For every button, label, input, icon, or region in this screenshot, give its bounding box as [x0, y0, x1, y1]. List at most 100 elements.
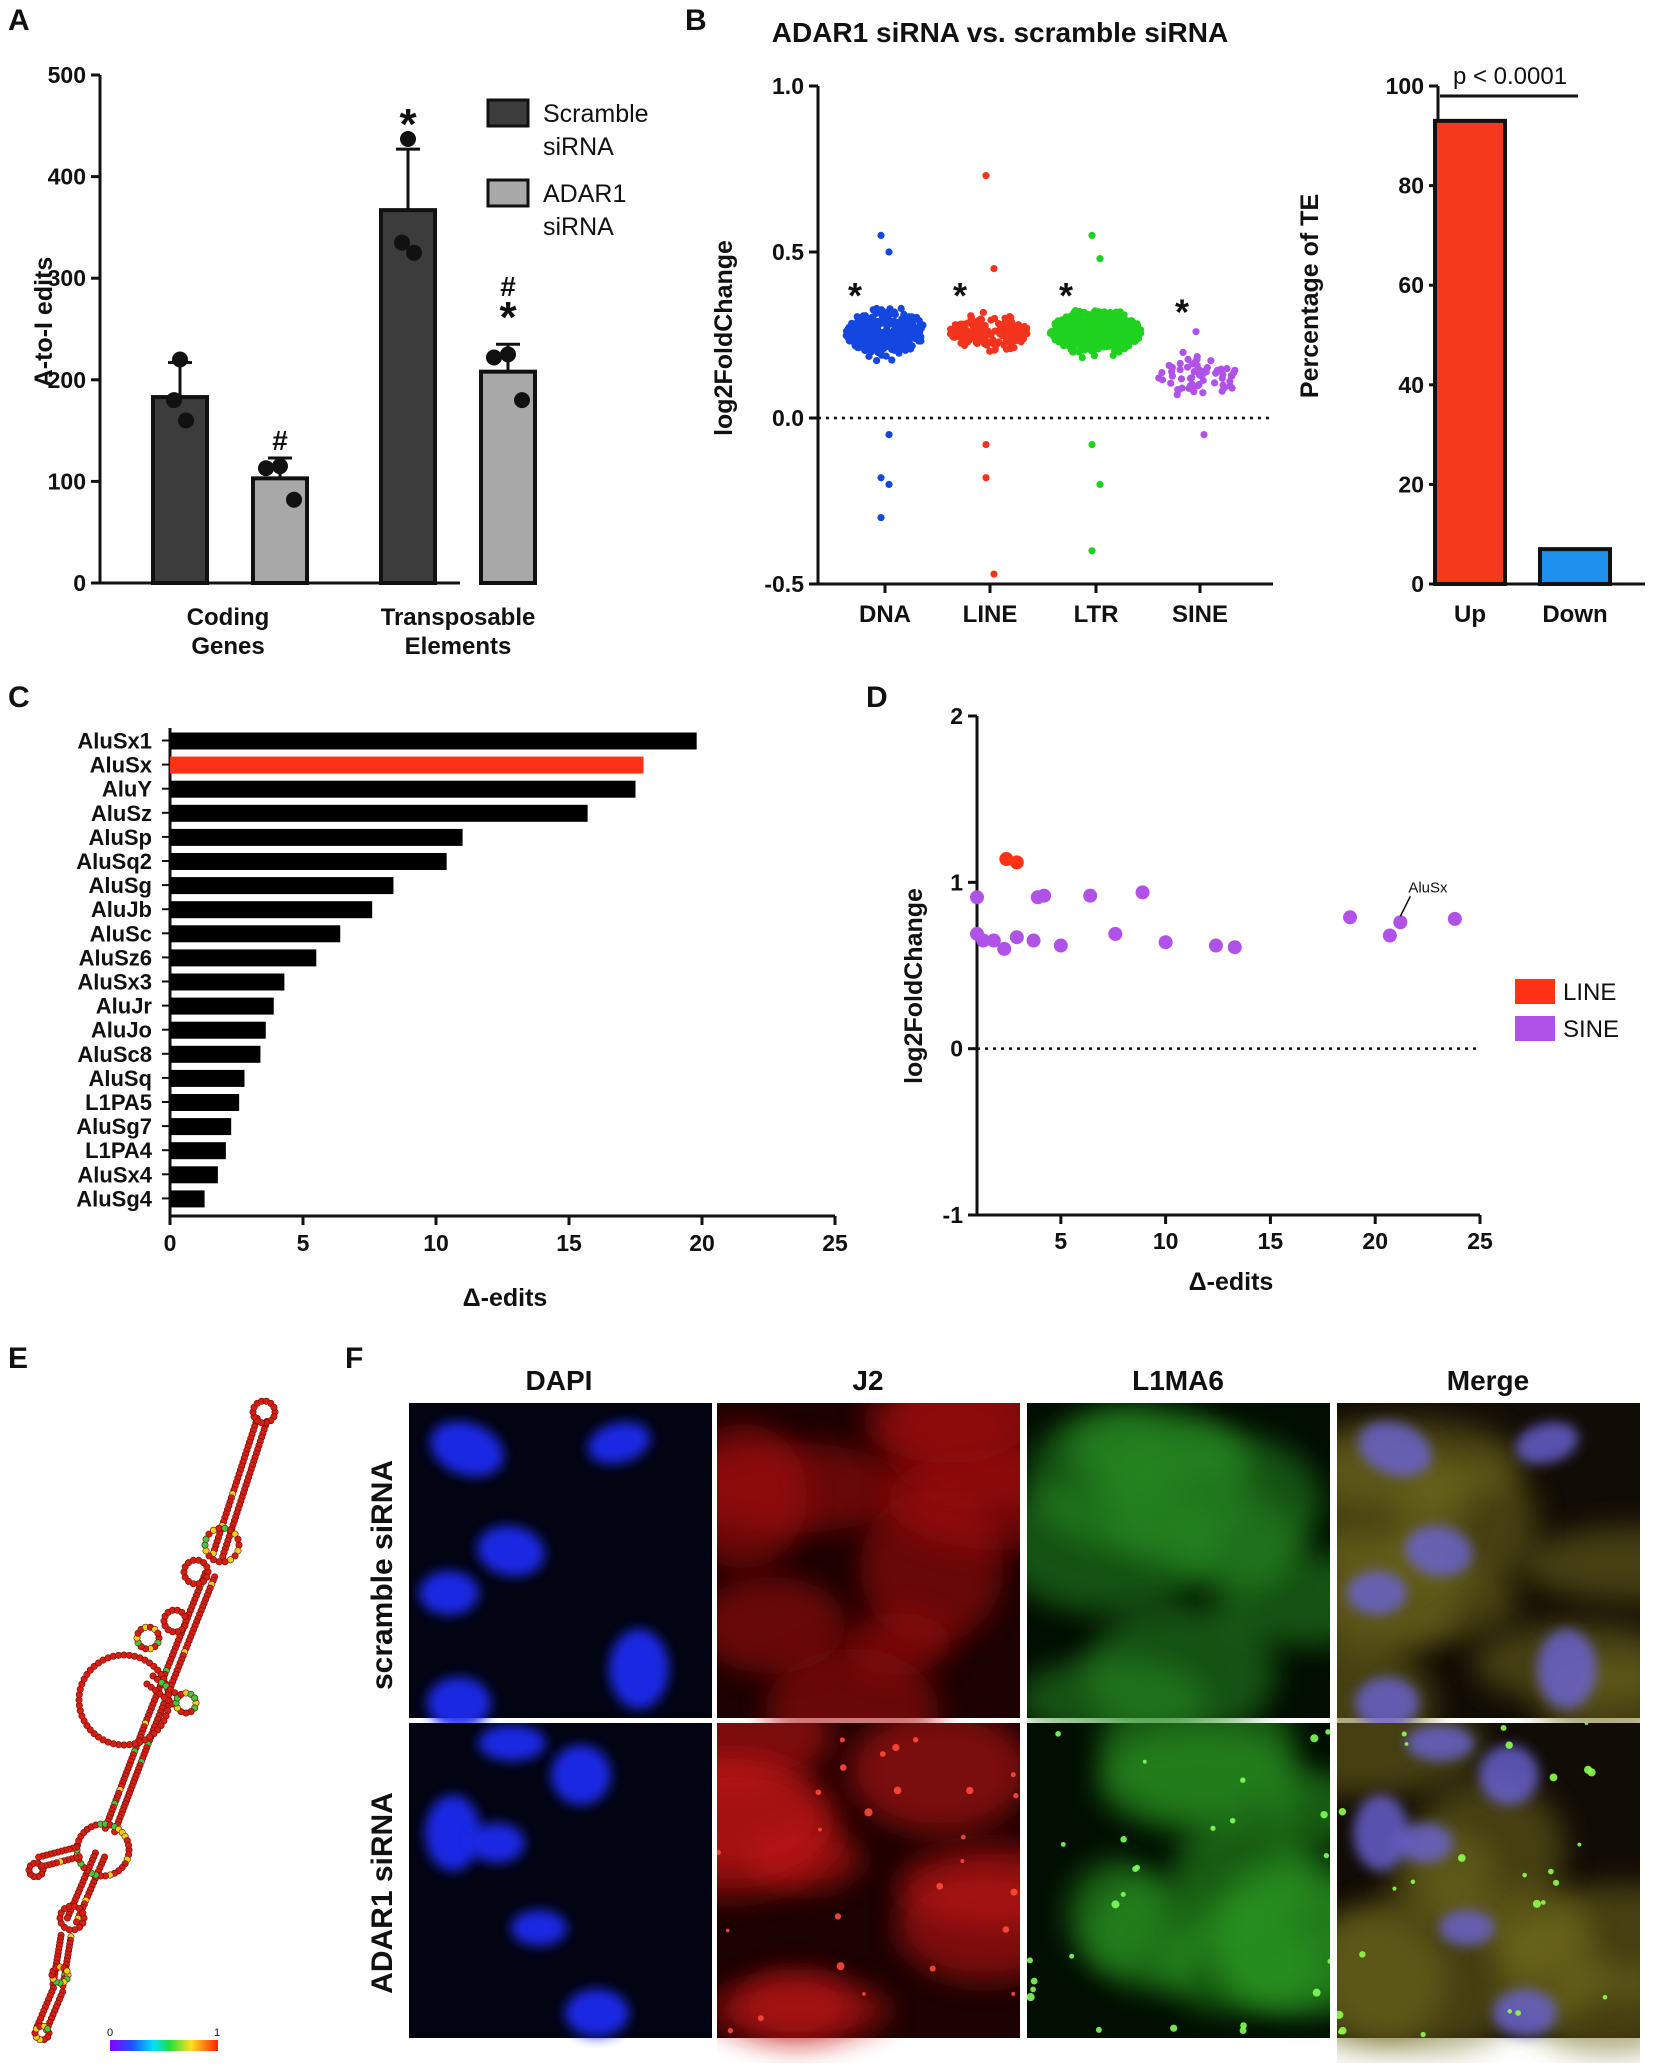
nucleus — [1493, 1989, 1557, 2037]
x-tick-label: LINE — [963, 601, 1018, 628]
scatter-point — [982, 474, 990, 482]
row-label-scramble: scramble siRNA — [366, 1460, 399, 1690]
scatter-point — [888, 356, 896, 364]
scatter-point — [1092, 332, 1100, 340]
category-label: AluSq — [88, 1066, 152, 1091]
bar — [170, 1021, 266, 1039]
nucleotide — [38, 1862, 46, 1870]
scatter-point — [1117, 339, 1125, 347]
data-point — [486, 349, 502, 366]
nucleus — [551, 1745, 611, 1805]
puncta — [1584, 1723, 1589, 1726]
cytoplasm-signal — [717, 1576, 846, 1674]
nucleus — [1397, 1823, 1453, 1863]
scatter-point — [1168, 372, 1176, 380]
puncta — [862, 1992, 866, 1996]
scatter-point — [1014, 321, 1022, 329]
nucleotide — [215, 1524, 223, 1532]
puncta — [1013, 1793, 1019, 1799]
scatter-point — [894, 319, 902, 327]
puncta — [717, 1849, 721, 1855]
scatter-point — [1084, 310, 1092, 319]
scatter-point — [1199, 389, 1207, 397]
cytoplasm-signal — [1173, 1811, 1315, 1930]
nucleus — [1537, 1629, 1597, 1709]
puncta — [936, 1882, 944, 1890]
puncta — [1030, 1986, 1036, 1993]
scatter-point — [874, 317, 882, 326]
puncta — [1210, 1825, 1216, 1831]
category-label: AluJb — [91, 897, 152, 922]
scatter-point — [1179, 348, 1187, 356]
bar — [1433, 118, 1507, 587]
x-group-label: Transposable — [381, 604, 536, 631]
scatter-point — [1088, 547, 1096, 555]
category-label: AluSx1 — [77, 729, 152, 754]
puncta — [725, 1928, 730, 1933]
significance-hash: # — [272, 425, 288, 456]
panel-a-y-label: A-to-I edits — [30, 257, 58, 388]
puncta — [1030, 1977, 1038, 1985]
cytoplasm-signal — [1104, 1430, 1322, 1578]
y-tick-label: 0 — [73, 570, 86, 596]
category-label: AluSx — [90, 753, 153, 778]
scatter-point — [1002, 345, 1011, 353]
scatter-point — [1219, 370, 1227, 379]
scatter-point — [1227, 940, 1242, 955]
bar — [170, 804, 588, 822]
nucleus — [1355, 1677, 1419, 1729]
puncta — [966, 1786, 974, 1795]
scatter-point — [1068, 345, 1076, 353]
panel-b2-y-label: Percentage of TE — [1296, 194, 1324, 398]
scatter-point — [1108, 337, 1116, 345]
significance-star: * — [1175, 291, 1189, 332]
puncta — [1310, 1734, 1319, 1743]
y-tick-label: 1.0 — [772, 73, 804, 99]
y-tick-label: 60 — [1398, 272, 1424, 298]
scatter-point — [1014, 330, 1022, 339]
scatter-point — [1026, 933, 1041, 948]
scatter-point — [1227, 372, 1235, 380]
bar — [170, 1118, 232, 1136]
scatter-point — [846, 331, 854, 339]
scatter-point — [1121, 317, 1130, 325]
scatter-point — [1184, 355, 1192, 363]
scatter-point — [885, 431, 893, 439]
scatter-point — [1078, 327, 1086, 335]
bar — [170, 997, 274, 1015]
category-label: AluSz — [91, 801, 152, 826]
scatter-point — [979, 308, 987, 317]
cytoplasm-signal — [765, 1648, 939, 1743]
puncta — [1069, 1953, 1075, 1959]
x-tick-label: SINE — [1172, 601, 1228, 628]
bar — [379, 208, 437, 586]
y-tick-label: 200 — [48, 367, 86, 393]
scatter-point — [1088, 231, 1096, 239]
scatter-point — [882, 332, 890, 340]
bar — [170, 877, 394, 895]
cytoplasm-signal — [1088, 1877, 1215, 1991]
scatter-point — [985, 329, 994, 338]
panel-c-horizontal-bars: AluSx1AluSxAluYAluSzAluSpAluSq2AluSgAluJ… — [76, 728, 848, 1312]
nucleus — [419, 1571, 479, 1615]
scatter-point — [986, 933, 1001, 948]
scatter-point — [1116, 308, 1124, 316]
puncta — [1540, 1900, 1546, 1905]
nucleotide — [227, 1526, 235, 1534]
nucleotide — [191, 1694, 199, 1702]
puncta — [1338, 2026, 1347, 2035]
puncta — [1552, 1879, 1560, 1886]
x-tick-label: Up — [1454, 601, 1486, 628]
column-header-l1ma6: L1MA6 — [1132, 1365, 1224, 1396]
panel-d-y-label: log2FoldChange — [900, 888, 928, 1084]
y-tick-label: 0 — [1411, 571, 1424, 597]
scatter-point — [1176, 365, 1184, 374]
scatter-point — [1073, 315, 1081, 323]
scatter-point — [976, 331, 984, 340]
scatter-point — [1086, 343, 1094, 351]
puncta — [840, 1764, 847, 1771]
data-point — [394, 234, 410, 251]
nucleus — [565, 1989, 629, 2037]
category-label: AluSp — [88, 825, 152, 850]
scatter-point — [1208, 938, 1223, 953]
